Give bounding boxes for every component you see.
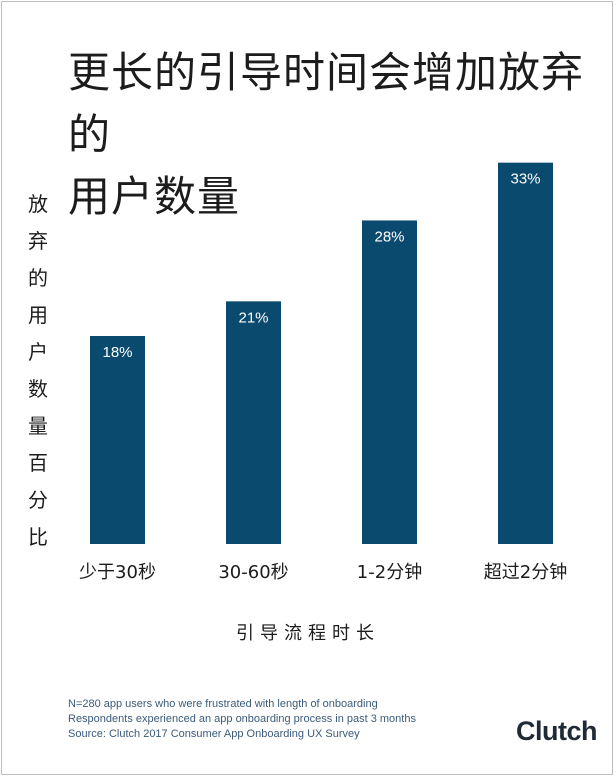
y-axis-label-char: 比 — [28, 525, 48, 549]
bar-value-label-4: 33% — [510, 171, 540, 188]
y-axis-label-char: 户 — [28, 340, 48, 364]
y-axis-label-char: 的 — [28, 266, 48, 290]
x-tick-label-4: 超过2分钟 — [484, 562, 567, 583]
y-axis-label-char: 量 — [28, 414, 48, 438]
y-axis-label-char: 用 — [28, 303, 48, 327]
bar-4 — [498, 162, 553, 544]
chart-title-line-1: 更长的引导时间会增加放弃的 — [68, 48, 585, 159]
chart-title: 更长的引导时间会增加放弃的 用户数量 — [68, 42, 588, 228]
y-axis-label-char: 百 — [28, 451, 48, 475]
y-axis-label-char: 弃 — [28, 229, 48, 253]
bar-value-label-1: 18% — [102, 344, 132, 361]
bar-2 — [226, 301, 281, 544]
footnote-sample: N=280 app users who were frustrated with… — [68, 698, 378, 710]
bar-3 — [362, 220, 417, 544]
x-tick-label-1: 少于30秒 — [79, 562, 156, 583]
x-tick-label-3: 1-2分钟 — [357, 562, 422, 583]
y-axis-label: 放弃的用户数量百分比 — [20, 186, 56, 556]
y-axis-label-char: 放 — [28, 192, 48, 216]
footnote-source: Source: Clutch 2017 Consumer App Onboard… — [68, 728, 360, 740]
footnotes: N=280 app users who were frustrated with… — [68, 697, 416, 742]
bar-value-label-2: 21% — [238, 309, 268, 326]
chart-title-line-2: 用户数量 — [68, 172, 241, 221]
x-tick-label-2: 30-60秒 — [218, 562, 288, 583]
bar-value-label-3: 28% — [374, 228, 404, 245]
clutch-logo: Clutch — [516, 716, 598, 746]
footnote-respondents: Respondents experienced an app onboardin… — [68, 713, 416, 725]
bar-1 — [90, 336, 145, 544]
y-axis-label-char: 分 — [28, 488, 48, 512]
y-axis-label-char: 数 — [28, 377, 48, 401]
x-axis-label: 引导流程时长 — [236, 623, 380, 644]
